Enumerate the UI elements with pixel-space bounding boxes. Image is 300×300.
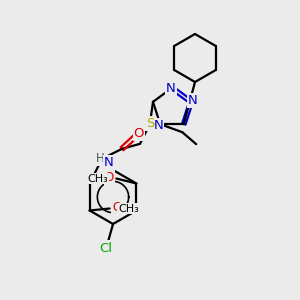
- Text: H: H: [96, 152, 104, 165]
- Text: N: N: [188, 94, 198, 107]
- Text: O: O: [112, 201, 121, 214]
- Text: CH₃: CH₃: [87, 173, 108, 184]
- Text: CH₃: CH₃: [118, 203, 139, 214]
- Text: Cl: Cl: [100, 242, 112, 254]
- Text: O: O: [134, 127, 144, 140]
- Text: N: N: [153, 119, 163, 132]
- Text: N: N: [166, 82, 176, 94]
- Text: O: O: [105, 171, 114, 184]
- Text: S: S: [146, 117, 154, 130]
- Text: N: N: [104, 156, 114, 169]
